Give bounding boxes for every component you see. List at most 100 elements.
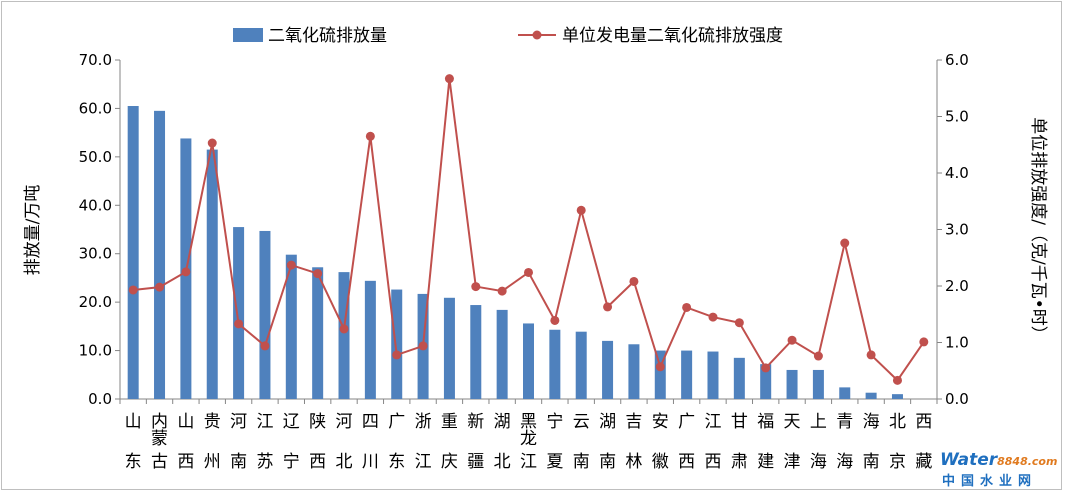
x-tick-label: 云南 [573, 412, 590, 472]
line-point [286, 260, 296, 270]
bar [312, 267, 324, 399]
line-point [155, 282, 165, 292]
x-tick-label-char: 庆 [441, 452, 458, 472]
x-tick-label: 吉林 [625, 412, 642, 472]
x-tick-label: 河北 [336, 412, 353, 472]
watermark-subtitle: 中国水业网 [942, 474, 1038, 489]
y-tick-label-left: 50.0 [79, 148, 112, 166]
x-tick-label: 海南 [863, 412, 880, 472]
x-tick-label-char: 北 [494, 452, 511, 472]
x-tick-label-char: 宁 [546, 412, 563, 432]
bar [154, 110, 166, 399]
x-tick-label: 浙江 [415, 412, 432, 472]
x-tick-label-char: 四 [362, 412, 379, 432]
line-point [576, 205, 586, 215]
x-tick-label: 贵州 [204, 412, 221, 472]
y-tick-label-left: 20.0 [79, 293, 112, 311]
bar [602, 340, 614, 399]
y-axis-title-right: 单位排放强度/（克/千瓦•时） [1028, 117, 1048, 342]
bar [891, 394, 903, 399]
legend-swatch-marker [532, 30, 542, 40]
bar [575, 331, 587, 399]
x-tick-label-char: 夏 [546, 452, 563, 472]
bar [233, 227, 245, 399]
bar [654, 350, 666, 399]
line-point [550, 315, 560, 325]
x-tick-label-char: 河 [230, 412, 247, 432]
bar [865, 392, 877, 399]
legend-label-bar: 二氧化硫排放量 [268, 26, 387, 46]
x-tick-label-char: 徽 [652, 452, 669, 472]
x-tick-label-char: 吉 [625, 412, 642, 432]
line-point [392, 350, 402, 360]
line-point [761, 363, 771, 373]
x-tick-label-char: 广 [388, 412, 405, 432]
line-point [524, 267, 533, 277]
bar [470, 305, 482, 399]
x-tick-label-char: 苏 [256, 452, 273, 472]
x-tick-label: 江苏 [256, 412, 273, 472]
x-tick-label-char: 黑 [520, 412, 537, 432]
line-point [682, 302, 692, 312]
bar [549, 329, 561, 399]
y-tick-label-left: 30.0 [79, 245, 112, 263]
x-tick-label-char: 西 [915, 412, 932, 432]
x-tick-label-char: 西 [309, 452, 326, 472]
x-tick-label-char: 陕 [309, 412, 326, 432]
x-tick-label: 山东 [125, 412, 142, 472]
line-point [708, 312, 718, 322]
x-tick-label: 天津 [784, 412, 801, 472]
y-tick-label-left: 10.0 [79, 342, 112, 360]
bar [364, 280, 376, 399]
y-tick-label-left: 70.0 [79, 51, 112, 69]
bar [338, 272, 350, 399]
line-point [418, 341, 428, 351]
x-tick-label: 四川 [362, 412, 379, 472]
x-tick-label-char: 福 [757, 412, 774, 432]
line-point [866, 350, 876, 360]
x-tick-label-char: 藏 [915, 452, 932, 472]
x-tick-label: 福建 [757, 412, 774, 472]
line-point [181, 267, 191, 277]
y-tick-label-right: 5.0 [945, 108, 969, 126]
x-tick-label: 湖北 [494, 412, 511, 472]
x-tick-label: 陕西 [309, 412, 326, 472]
x-tick-label: 新疆 [467, 412, 484, 472]
x-tick-label-char: 青 [836, 412, 853, 432]
x-tick-label-char: 内 [151, 412, 168, 432]
x-tick-label: 河南 [230, 412, 247, 472]
x-tick-label: 青海 [836, 412, 853, 472]
line-point [655, 362, 665, 372]
legend-label-line: 单位发电量二氧化硫排放强度 [562, 26, 783, 46]
x-tick-label-char: 东 [125, 452, 142, 472]
legend: 二氧化硫排放量 单位发电量二氧化硫排放强度 [233, 26, 783, 46]
x-tick-label-char: 浙 [415, 412, 432, 432]
x-tick-label-char: 东 [388, 452, 405, 472]
y-tick-label-left: 0.0 [88, 390, 112, 408]
x-tick-label: 西藏 [915, 412, 932, 472]
x-tick-label-char: 江 [520, 452, 537, 472]
x-tick-label-char: 京 [889, 452, 906, 472]
x-tick-label-char: 肃 [731, 452, 748, 472]
bar [443, 297, 455, 399]
bar [760, 364, 772, 399]
line-point [444, 74, 454, 84]
line-point [840, 238, 850, 248]
x-tick-label: 北京 [889, 412, 906, 472]
y-tick-label-right: 2.0 [945, 277, 969, 295]
x-tick-label-char: 北 [336, 452, 353, 472]
x-tick-label-char: 新 [467, 412, 484, 432]
line-point [603, 302, 613, 312]
watermark-brand-number: 8848 [997, 455, 1028, 468]
x-tick-label-char: 重 [441, 412, 458, 432]
line-series [128, 74, 929, 385]
x-tick-label-char: 海 [810, 452, 827, 472]
y-tick-label-right: 4.0 [945, 164, 969, 182]
bar [812, 369, 824, 399]
x-tick-label-char: 林 [625, 452, 642, 472]
x-tick-label-char: 甘 [731, 412, 748, 432]
x-tick-label-char: 湖 [599, 412, 616, 432]
x-tick-label-char: 疆 [467, 452, 484, 472]
line-point [734, 318, 744, 328]
x-tick-label-char: 津 [784, 452, 801, 472]
